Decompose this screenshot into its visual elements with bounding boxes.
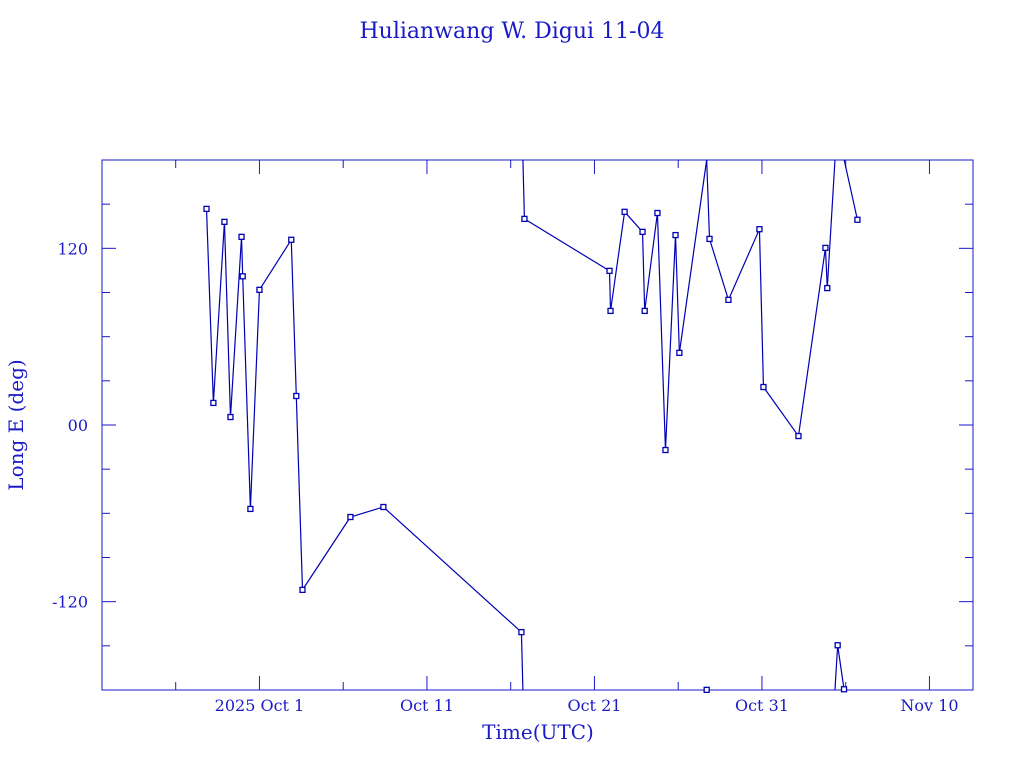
data-point <box>299 586 306 594</box>
data-point <box>347 513 354 521</box>
x-tick-label: Nov 10 <box>900 696 958 715</box>
series-segment <box>824 247 828 289</box>
data-point <box>606 267 613 275</box>
series-segment <box>706 159 711 239</box>
series-segment <box>624 211 643 233</box>
data-point <box>227 413 234 421</box>
data-point <box>840 686 848 693</box>
data-point <box>672 231 679 239</box>
series-segment <box>350 506 384 518</box>
series-segment <box>608 270 612 311</box>
x-tick-label: Oct 31 <box>735 696 789 715</box>
data-point <box>756 226 763 233</box>
x-tick-label: 2025 Oct 1 <box>215 696 305 715</box>
series-segment <box>758 229 765 388</box>
series-segment <box>258 239 292 291</box>
series-segment <box>240 236 244 277</box>
data-point <box>521 215 528 223</box>
data-point <box>834 642 841 649</box>
y-tick-label: 00 <box>68 416 88 435</box>
series-segment <box>727 228 760 301</box>
data-point <box>288 236 295 243</box>
data-point <box>641 307 648 315</box>
series-segment <box>205 208 214 403</box>
series-segment <box>678 159 708 353</box>
series-segment <box>522 159 526 219</box>
data-point <box>293 392 300 400</box>
data-point <box>654 209 661 217</box>
series-segment <box>229 236 243 418</box>
series-segment <box>664 235 677 451</box>
series-segment <box>674 235 680 353</box>
data-point <box>518 628 525 636</box>
series-segment <box>843 159 859 220</box>
series-segment <box>834 645 839 691</box>
series-segment <box>242 276 252 509</box>
x-tick-label: Oct 21 <box>567 696 621 715</box>
series-segment <box>212 221 226 403</box>
data-point <box>703 686 710 694</box>
x-tick-label: Oct 11 <box>400 696 454 715</box>
x-axis-label: Time(UTC) <box>482 720 594 744</box>
series-segment <box>826 159 836 289</box>
series-segment <box>249 289 261 509</box>
series-segment <box>708 238 730 301</box>
series-segment <box>644 212 659 311</box>
series-segment <box>656 212 667 451</box>
data-point <box>795 432 802 440</box>
series-segment <box>520 632 524 691</box>
data-point <box>854 216 861 223</box>
y-tick-label: 120 <box>57 239 88 258</box>
chart-title: Hulianwang W. Digui 11-04 <box>359 19 664 44</box>
data-point <box>639 228 646 235</box>
data-point <box>822 244 829 252</box>
data-point <box>238 233 245 241</box>
data-point <box>380 503 387 511</box>
series-segment <box>797 247 827 437</box>
data-point <box>760 383 767 391</box>
data-point <box>256 286 263 294</box>
series-segment <box>223 221 232 418</box>
y-axis-label: Long E (deg) <box>4 359 28 490</box>
data-point <box>221 218 228 225</box>
series-segment <box>382 506 522 633</box>
data-point <box>621 208 628 215</box>
data-point <box>203 205 210 213</box>
data-point <box>239 273 246 280</box>
data-point <box>210 399 217 407</box>
data-point <box>662 446 669 454</box>
data-point <box>824 284 831 292</box>
data-point <box>725 296 732 304</box>
series-segment <box>837 645 845 690</box>
data-point <box>247 505 254 513</box>
data-point <box>607 307 614 315</box>
series-segment <box>609 211 626 311</box>
series-segment <box>762 386 799 437</box>
plot-frame <box>101 159 974 691</box>
series-segment <box>524 218 610 272</box>
y-tick-label: -120 <box>52 593 88 612</box>
data-point <box>706 235 713 243</box>
series-segment <box>295 395 304 590</box>
series-segment <box>290 239 297 397</box>
data-point <box>676 349 683 357</box>
series-segment <box>641 231 646 311</box>
series-segment <box>301 516 351 591</box>
